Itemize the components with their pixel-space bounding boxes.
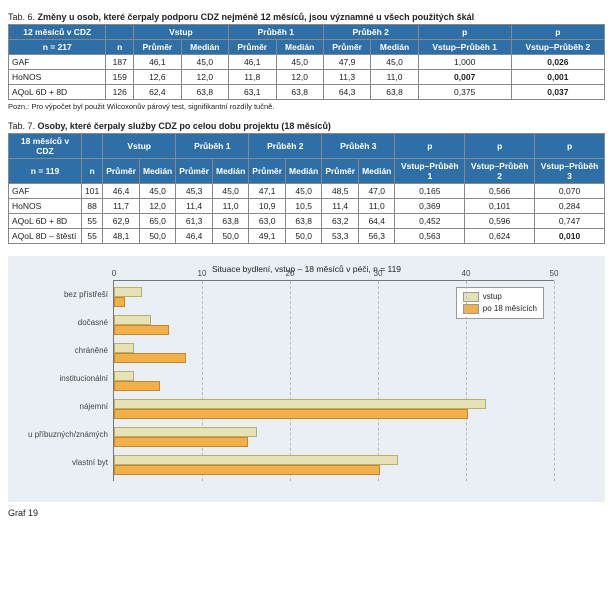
table6: 12 měsíců v CDZVstupPrůběh 1Průběh 2ppn … <box>8 24 605 100</box>
chart-bar-vstup <box>114 315 151 325</box>
chart-category: vlastní byt <box>114 451 554 479</box>
chart-xtick: 10 <box>198 269 207 278</box>
chart-bar-vstup <box>114 399 486 409</box>
chart-wrap: Situace bydlení, vstup – 18 měsíců v péč… <box>8 256 605 502</box>
chart-bar-vstup <box>114 455 398 465</box>
chart-xtick: 40 <box>462 269 471 278</box>
table6-caption: Tab. 6. Změny u osob, které čerpaly podp… <box>8 12 605 22</box>
chart-xtick: 0 <box>112 269 116 278</box>
chart-category-label: u příbuzných/známých <box>28 430 114 439</box>
table7: 18 měsíců v CDZVstupPrůběh 1Průběh 2Průb… <box>8 133 605 244</box>
chart-bar-po18 <box>114 437 248 447</box>
chart-category-label: bez přístřeší <box>64 290 114 299</box>
chart: vstup po 18 měsících 01020304050bez přís… <box>113 280 595 490</box>
table6-footnote: Pozn.: Pro výpočet byl použit Wilcoxonův… <box>8 102 605 111</box>
table7-caption-prefix: Tab. 7. <box>8 121 38 131</box>
chart-category: nájemní <box>114 395 554 423</box>
chart-category: institucionální <box>114 367 554 395</box>
table6-caption-prefix: Tab. 6. <box>8 12 38 22</box>
chart-category-label: nájemní <box>80 402 114 411</box>
chart-bar-vstup <box>114 343 134 353</box>
chart-category-label: vlastní byt <box>72 458 114 467</box>
chart-plot: vstup po 18 měsících 01020304050bez přís… <box>113 280 554 481</box>
chart-category: u příbuzných/známých <box>114 423 554 451</box>
chart-category: dočasné <box>114 311 554 339</box>
chart-bar-po18 <box>114 381 160 391</box>
chart-category-label: institucionální <box>60 374 114 383</box>
chart-bar-vstup <box>114 371 134 381</box>
chart-bar-po18 <box>114 409 468 419</box>
chart-xtick: 20 <box>286 269 295 278</box>
table7-caption-bold: Osoby, které čerpaly služby CDZ po celou… <box>38 121 331 131</box>
chart-graf-label: Graf 19 <box>8 508 605 518</box>
chart-category: chráněné <box>114 339 554 367</box>
table6-caption-bold: Změny u osob, které čerpaly podporu CDZ … <box>38 12 475 22</box>
chart-xtick: 30 <box>374 269 383 278</box>
chart-bar-po18 <box>114 325 169 335</box>
chart-category-label: dočasné <box>78 318 114 327</box>
chart-bar-po18 <box>114 353 186 363</box>
chart-category-label: chráněné <box>75 346 114 355</box>
chart-title: Situace bydlení, vstup – 18 měsíců v péč… <box>18 264 595 274</box>
chart-category: bez přístřeší <box>114 283 554 311</box>
chart-bar-vstup <box>114 427 257 437</box>
table7-caption: Tab. 7. Osoby, které čerpaly služby CDZ … <box>8 121 605 131</box>
chart-xtick: 50 <box>550 269 559 278</box>
chart-bar-po18 <box>114 297 125 307</box>
chart-bar-po18 <box>114 465 380 475</box>
chart-bar-vstup <box>114 287 142 297</box>
